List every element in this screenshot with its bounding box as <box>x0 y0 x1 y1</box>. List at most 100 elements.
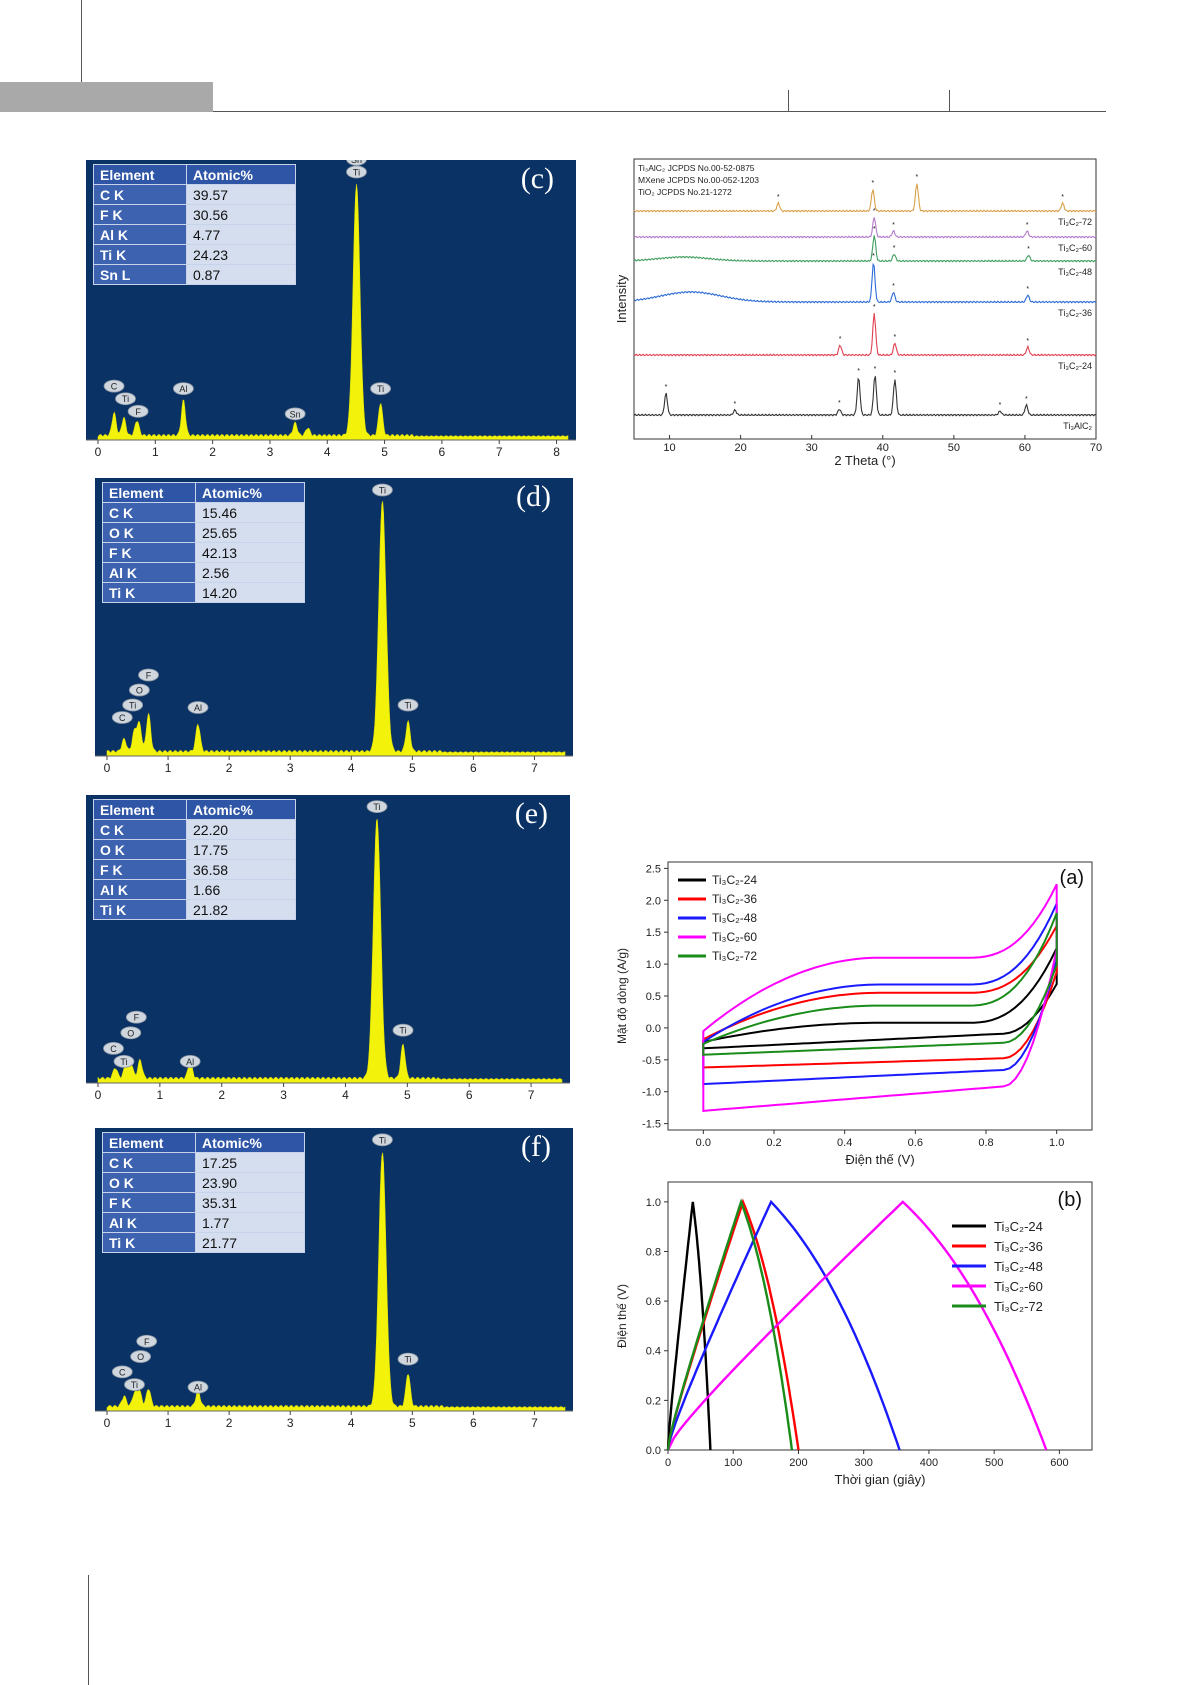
atomic-value-cell: 36.58 <box>186 859 296 880</box>
eds-peak-label: Al <box>173 382 194 396</box>
eds-peak-label: Ti <box>113 1054 135 1068</box>
svg-text:Ti: Ti <box>399 1026 406 1036</box>
eds-peak-label: Ti <box>115 392 136 406</box>
xrd-series-label: Ti₃C₂-24 <box>1058 361 1092 371</box>
xrd-peak-marker: * <box>872 253 875 260</box>
cv-x-tick-label: 0.6 <box>908 1137 923 1149</box>
cv-series-loop <box>702 912 1058 1056</box>
eds-x-tick-label: 7 <box>528 1088 535 1102</box>
eds-x-tick-label: 4 <box>348 761 355 775</box>
cv-legend-label: Ti₃C₂-60 <box>712 930 757 944</box>
xrd-peak-marker: * <box>874 366 877 373</box>
svg-text:C: C <box>111 382 118 392</box>
header-divider-1 <box>788 90 789 111</box>
eds-peak-label: Ti <box>392 1023 414 1037</box>
xrd-series-label: Ti₃C₂-72 <box>1058 217 1092 227</box>
eds-x-tick-label: 2 <box>226 1416 233 1430</box>
element-cell: Al K <box>102 1212 196 1233</box>
table-row: Ti K 14.20 <box>102 582 305 603</box>
header-grey-tab <box>0 82 213 112</box>
atomic-value-cell: 4.77 <box>186 224 296 245</box>
xrd-peak-marker: * <box>893 370 896 377</box>
cv-y-tick-label: 2.5 <box>646 863 661 875</box>
atomic-value-cell: 35.31 <box>195 1192 305 1213</box>
xrd-x-tick-label: 50 <box>948 442 960 454</box>
gcd-y-axis-label: Điện thế (V) <box>615 1284 629 1348</box>
atomic-value-cell: 23.90 <box>195 1172 305 1193</box>
element-cell: Al K <box>93 879 187 900</box>
gcd-y-tick-label: 0.4 <box>646 1346 661 1358</box>
xrd-legend-entry: TiO₂ JCPDS No.21-1272 <box>638 187 732 197</box>
cv-y-tick-label: -1.5 <box>642 1119 661 1131</box>
gcd-x-tick-label: 500 <box>985 1457 1003 1469</box>
eds-panel-letter: (d) <box>516 480 551 513</box>
eds-peak-label: Al <box>187 701 209 714</box>
svg-text:O: O <box>136 686 143 696</box>
cv-y-tick-label: 1.0 <box>646 959 661 971</box>
xrd-peak-marker: * <box>892 283 895 290</box>
eds-peak-label: O <box>120 1026 142 1040</box>
xrd-x-tick-label: 60 <box>1019 442 1031 454</box>
element-cell: O K <box>102 522 196 543</box>
svg-text:Ti: Ti <box>379 1135 386 1145</box>
xrd-peak-marker: * <box>871 180 874 187</box>
gcd-y-tick-label: 0.2 <box>646 1395 661 1407</box>
eds-peak-label: Ti <box>124 1378 145 1392</box>
gcd-legend-label: Ti₃C₂-48 <box>994 1259 1043 1274</box>
svg-text:Ti: Ti <box>122 394 129 404</box>
eds-peak-label: F <box>138 668 159 682</box>
eds-x-tick-label: 2 <box>209 445 216 459</box>
xrd-plot-frame <box>633 158 1097 440</box>
element-cell: O K <box>93 839 187 860</box>
eds-peak-label: F <box>136 1334 158 1348</box>
table-row: F K 36.58 <box>93 859 296 880</box>
table-header-cell: Atomic% <box>195 482 305 503</box>
xrd-legend-entry: MXene JCPDS No.00-052-1203 <box>638 175 759 185</box>
header-horizontal-rule <box>213 111 1106 112</box>
cv-y-tick-label: 2.0 <box>646 895 661 907</box>
svg-text:Al: Al <box>179 384 187 394</box>
xrd-peak-marker: * <box>892 222 895 229</box>
xrd-peak-marker: * <box>1026 338 1029 345</box>
xrd-peak-marker: * <box>1027 246 1030 253</box>
eds-x-tick-label: 4 <box>342 1088 349 1102</box>
eds-x-tick-label: 3 <box>287 761 294 775</box>
gcd-x-tick-label: 400 <box>920 1457 938 1469</box>
atomic-value-cell: 17.75 <box>186 839 296 860</box>
svg-text:Ti: Ti <box>131 1380 138 1390</box>
atomic-percent-table: Element Atomic% C K 39.57 F K 30.56 Al K 4.77 Ti… <box>93 164 296 285</box>
element-cell: Ti K <box>102 1232 196 1253</box>
table-row: Ti K 21.82 <box>93 899 296 920</box>
eds-x-tick-label: 1 <box>165 761 172 775</box>
gcd-y-tick-label: 0.6 <box>646 1296 661 1308</box>
table-header-cell: Atomic% <box>195 1132 305 1153</box>
gcd-legend-label: Ti₃C₂-36 <box>994 1239 1043 1254</box>
xrd-peak-marker: * <box>893 334 896 341</box>
eds-x-tick-label: 0 <box>95 445 102 459</box>
atomic-value-cell: 0.87 <box>186 264 296 285</box>
cv-legend-label: Ti₃C₂-24 <box>712 873 757 887</box>
eds-x-tick-label: 3 <box>280 1088 287 1102</box>
cv-legend-label: Ti₃C₂-36 <box>712 892 757 906</box>
atomic-percent-table: Element Atomic% C K 17.25 O K 23.90 F K 35.31 Al… <box>102 1132 305 1253</box>
xrd-x-tick-label: 20 <box>734 442 746 454</box>
cv-x-tick-label: 0.8 <box>978 1137 993 1149</box>
gcd-x-tick-label: 300 <box>855 1457 873 1469</box>
gcd-plot-frame <box>667 1181 1093 1451</box>
xrd-x-tick-label: 40 <box>877 442 889 454</box>
cv-y-tick-label: 0.5 <box>646 991 661 1003</box>
eds-x-tick-label: 6 <box>466 1088 473 1102</box>
svg-text:O: O <box>137 1352 144 1362</box>
element-cell: Al K <box>93 224 187 245</box>
eds-peak-label: Al <box>179 1054 201 1068</box>
xrd-series-line <box>633 376 1097 417</box>
svg-text:Ti: Ti <box>404 701 411 711</box>
atomic-value-cell: 17.25 <box>195 1152 305 1173</box>
gcd-series-line <box>666 1200 1048 1451</box>
element-cell: C K <box>102 502 196 523</box>
eds-panel-letter: (f) <box>521 1130 551 1163</box>
eds-spectrum-trace <box>97 184 569 441</box>
table-row: Ti K 24.23 <box>93 244 296 265</box>
eds-x-tick-label: 5 <box>404 1088 411 1102</box>
table-row: O K 17.75 <box>93 839 296 860</box>
